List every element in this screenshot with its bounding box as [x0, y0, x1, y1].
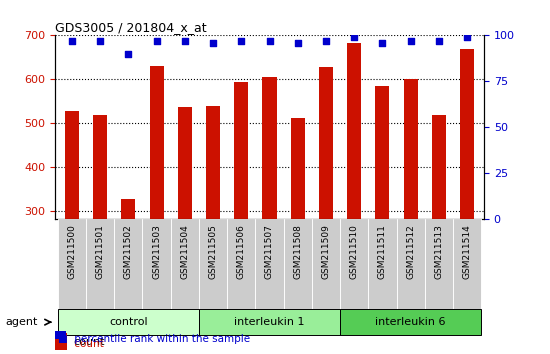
Point	[293, 40, 302, 46]
Point	[152, 38, 161, 44]
Bar	[65, 111, 79, 219]
Bar	[227, 219, 255, 319]
Text: GSM211507: GSM211507	[265, 224, 274, 279]
Bar	[170, 219, 199, 319]
Text: count: count	[73, 337, 104, 347]
Point	[265, 38, 274, 44]
Point	[406, 38, 415, 44]
Bar	[58, 309, 199, 335]
Bar	[432, 115, 446, 219]
Text: interleukin 1: interleukin 1	[234, 317, 305, 327]
Point	[208, 40, 217, 46]
Point	[124, 51, 133, 57]
Bar	[86, 219, 114, 319]
Bar	[425, 219, 453, 319]
Bar	[114, 219, 142, 319]
Bar	[397, 219, 425, 319]
Text: GSM211509: GSM211509	[321, 224, 331, 279]
Bar	[262, 76, 277, 219]
Point	[350, 34, 359, 40]
Text: GSM211510: GSM211510	[350, 224, 359, 279]
Point	[180, 38, 189, 44]
Bar	[368, 219, 397, 319]
Point	[322, 38, 331, 44]
Point	[68, 38, 76, 44]
Bar	[142, 219, 170, 319]
Bar	[206, 107, 220, 219]
Bar	[312, 219, 340, 319]
Text: GSM211503: GSM211503	[152, 224, 161, 279]
Text: GSM211506: GSM211506	[237, 224, 246, 279]
Point	[237, 38, 246, 44]
Point	[96, 38, 104, 44]
Bar	[319, 67, 333, 219]
Bar	[55, 325, 65, 339]
Bar	[375, 86, 389, 219]
Text: GSM211504: GSM211504	[180, 224, 189, 279]
Bar	[199, 309, 340, 335]
Text: ■  count: ■ count	[58, 339, 103, 349]
Bar	[58, 219, 86, 319]
Bar	[255, 219, 284, 319]
Text: GSM211512: GSM211512	[406, 224, 415, 279]
Bar	[340, 219, 368, 319]
Bar	[93, 115, 107, 219]
Bar	[453, 219, 481, 319]
Text: GSM211500: GSM211500	[68, 224, 76, 279]
Text: GSM211508: GSM211508	[293, 224, 302, 279]
Text: GSM211511: GSM211511	[378, 224, 387, 279]
Text: GSM211505: GSM211505	[208, 224, 218, 279]
Text: GSM211513: GSM211513	[434, 224, 443, 279]
Bar	[178, 107, 192, 219]
Bar	[347, 43, 361, 219]
Text: control: control	[109, 317, 148, 327]
Text: ■  percentile rank within the sample: ■ percentile rank within the sample	[58, 334, 250, 344]
Text: agent: agent	[6, 317, 38, 327]
Bar	[404, 79, 417, 219]
Text: GSM211514: GSM211514	[463, 224, 471, 279]
Bar	[122, 199, 135, 219]
Point	[463, 34, 471, 40]
Bar	[150, 65, 164, 219]
Text: interleukin 6: interleukin 6	[375, 317, 446, 327]
Bar	[234, 82, 249, 219]
Text: GSM211502: GSM211502	[124, 224, 133, 279]
Text: GDS3005 / 201804_x_at: GDS3005 / 201804_x_at	[55, 21, 207, 34]
Point	[378, 40, 387, 46]
Bar	[199, 219, 227, 319]
Bar	[290, 118, 305, 219]
Point	[434, 38, 443, 44]
Bar	[340, 309, 481, 335]
Bar	[55, 333, 67, 350]
Bar	[460, 50, 474, 219]
Text: GSM211501: GSM211501	[96, 224, 104, 279]
Bar	[284, 219, 312, 319]
